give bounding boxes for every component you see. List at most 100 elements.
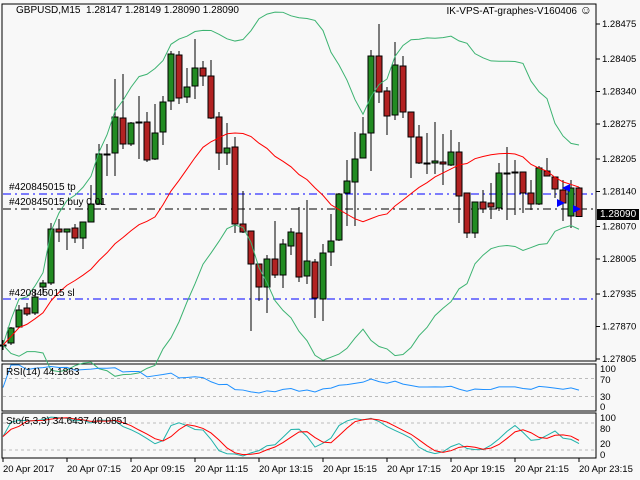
candle-body (423, 162, 431, 165)
candle-body (247, 230, 255, 265)
x-tick-label: 20 Apr 19:15 (451, 464, 505, 475)
candle-body (415, 136, 423, 164)
candle-body (143, 121, 151, 161)
candle-body (31, 296, 39, 314)
y-tick-label: 1.28205 (602, 154, 636, 165)
candle-body (111, 116, 119, 154)
candle-body (287, 231, 295, 247)
stoch-axis-label: 80 (600, 424, 611, 435)
candle-body (303, 260, 311, 277)
candle-body (343, 180, 351, 194)
current-price-label: 1.28090 (597, 209, 640, 220)
candle-body (279, 243, 287, 276)
candle-body (79, 221, 87, 239)
candle-body (135, 121, 143, 124)
candle-body (207, 75, 215, 119)
x-tick-label: 20 Apr 09:15 (131, 464, 185, 475)
rsi-axis-label: 30 (600, 392, 611, 403)
candle-body (447, 151, 455, 166)
x-tick-label: 20 Apr 21:15 (515, 464, 569, 475)
candle-body (575, 187, 583, 217)
candle-body (311, 261, 319, 299)
smiley-icon[interactable]: ☺ (579, 3, 592, 17)
tp-line-label: #420845015 tp (9, 182, 76, 193)
candle-body (71, 227, 79, 239)
candle-body (95, 153, 103, 205)
candle-body (535, 167, 543, 205)
candle-body (223, 147, 231, 154)
candle-body (255, 263, 263, 288)
candle-body (167, 53, 175, 102)
rsi-line (2, 364, 580, 394)
y-tick-label: 1.28340 (602, 87, 636, 98)
candle-body (399, 65, 407, 113)
candle-body (391, 64, 399, 116)
x-tick-label: 20 Apr 2017 (3, 464, 54, 475)
candle-body (215, 116, 223, 154)
symbol-label: GBPUSD,M15 (16, 5, 81, 16)
candle-body (63, 228, 71, 233)
candle-body (159, 101, 167, 133)
candle-body (375, 55, 383, 93)
chart-header: GBPUSD,M15 1.28147 1.28149 1.28090 1.280… (16, 5, 239, 16)
y-tick-label: 1.28140 (602, 187, 636, 198)
y-tick-label: 1.28005 (602, 254, 636, 265)
y-tick-label: 1.27805 (602, 354, 636, 365)
candle-body (55, 228, 63, 233)
candle-body (503, 172, 511, 175)
candle-body (463, 192, 471, 234)
ohlc-label: 1.28147 1.28149 1.28090 1.28090 (86, 5, 239, 16)
candle-body (39, 282, 47, 288)
rsi-axis-label: 100 (600, 364, 616, 375)
rsi-label: RSI(14) 44.1863 (6, 367, 80, 378)
candle-body (47, 228, 55, 284)
candle-body (383, 90, 391, 117)
rsi-axis-label: 70 (600, 375, 611, 386)
candle-body (15, 309, 23, 328)
candle-body (327, 240, 335, 253)
x-tick-label: 20 Apr 11:15 (195, 464, 248, 475)
candle-body (519, 171, 527, 194)
rsi-panel-frame (1, 363, 597, 412)
y-tick-label: 1.28405 (602, 54, 636, 65)
candle-body (527, 192, 535, 205)
rsi-axis-label: 0 (600, 402, 605, 413)
stoch-signal-line (2, 417, 580, 456)
candle-body (263, 258, 271, 288)
stoch-axis-label: 100 (600, 413, 616, 424)
expert-label: IK-VPS-AT-graphes-V160406 (446, 6, 577, 17)
candle-body (495, 172, 503, 209)
stoch-axis-label: 20 (600, 439, 611, 450)
candle-body (119, 117, 127, 145)
bollinger-lower (2, 224, 580, 377)
candle-body (407, 111, 415, 138)
candle-body (87, 203, 95, 223)
candle-body (567, 187, 575, 217)
sl-line-label: #420845015 sl (9, 288, 75, 299)
y-tick-label: 1.28475 (602, 19, 636, 30)
candle-body (479, 201, 487, 210)
bollinger-upper (2, 11, 580, 346)
candle-body (231, 146, 239, 225)
stoch-label: Sto(5,3,3) 34.6437 40.0851 (6, 416, 128, 427)
candle-body (7, 327, 15, 344)
candle-body (127, 122, 135, 145)
x-tick-label: 20 Apr 23:15 (579, 464, 633, 475)
candle-body (335, 193, 343, 241)
candle-body (511, 171, 519, 174)
candle-body (199, 67, 207, 77)
candle-body (271, 258, 279, 276)
candle-body (183, 86, 191, 98)
y-tick-label: 1.27935 (602, 289, 636, 300)
x-tick-label: 20 Apr 15:15 (323, 464, 377, 475)
candle-body (191, 67, 199, 87)
candle-body (367, 55, 375, 134)
trade-arrow-icon (557, 199, 565, 207)
candle-body (151, 132, 159, 160)
moving-average (2, 132, 580, 346)
y-tick-label: 1.28070 (602, 222, 636, 233)
y-tick-label: 1.27870 (602, 322, 636, 333)
y-tick-label: 1.28275 (602, 119, 636, 130)
candle-body (431, 160, 439, 164)
